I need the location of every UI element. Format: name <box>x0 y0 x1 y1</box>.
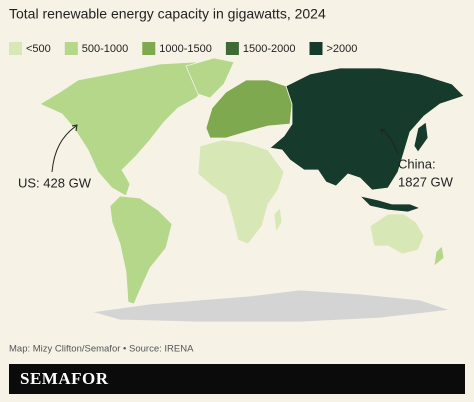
north-america <box>39 61 215 197</box>
legend-label: 1500-2000 <box>243 43 296 55</box>
title: Total renewable energy capacity in gigaw… <box>9 6 326 22</box>
indonesia <box>358 195 422 213</box>
annotations: US: 428 GW China: 1827 GW <box>18 124 454 190</box>
world-map <box>39 57 465 323</box>
us-arrow <box>51 125 77 173</box>
brand-bar <box>9 364 465 394</box>
legend-swatch <box>225 42 239 55</box>
legend-swatch <box>309 42 323 55</box>
china-arrowhead <box>380 128 387 135</box>
south-america <box>109 195 173 305</box>
china-annotation: China: <box>398 156 436 171</box>
legend: <500 500-1000 1000-1500 1500-2000 >2000 <box>9 42 357 55</box>
legend-label: 500-1000 <box>82 43 129 55</box>
madagascar <box>273 207 283 234</box>
japan <box>413 121 429 153</box>
us-arrowhead <box>71 124 78 132</box>
australia <box>369 213 425 255</box>
legend-swatch <box>64 42 78 55</box>
china-arrow <box>381 129 399 155</box>
legend-swatch <box>142 42 156 55</box>
legend-swatch <box>9 42 22 55</box>
antarctica <box>91 289 451 323</box>
legend-label: <500 <box>26 43 51 55</box>
legend-label: >2000 <box>327 43 358 55</box>
us-annotation: US: 428 GW <box>18 175 92 190</box>
legend-label: 1000-1500 <box>159 43 212 55</box>
china-annotation: 1827 GW <box>398 174 454 189</box>
brand-logo: SEMAFOR <box>20 369 109 388</box>
asia <box>269 67 465 191</box>
africa <box>197 139 285 245</box>
source-note: Map: Mizy Clifton/Semafor • Source: IREN… <box>9 344 194 355</box>
new-zealand <box>433 245 445 267</box>
greenland <box>185 57 235 99</box>
